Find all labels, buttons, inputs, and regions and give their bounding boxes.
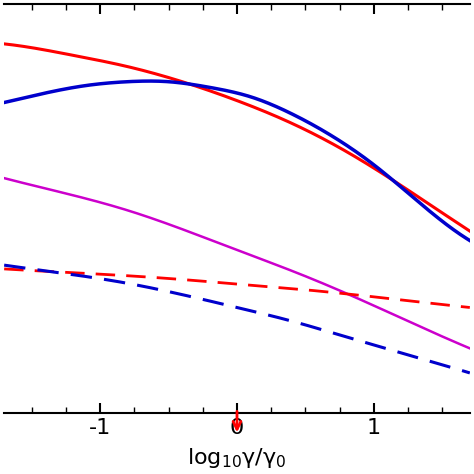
X-axis label: log$_{10}$γ/γ$_0$: log$_{10}$γ/γ$_0$	[187, 446, 287, 470]
